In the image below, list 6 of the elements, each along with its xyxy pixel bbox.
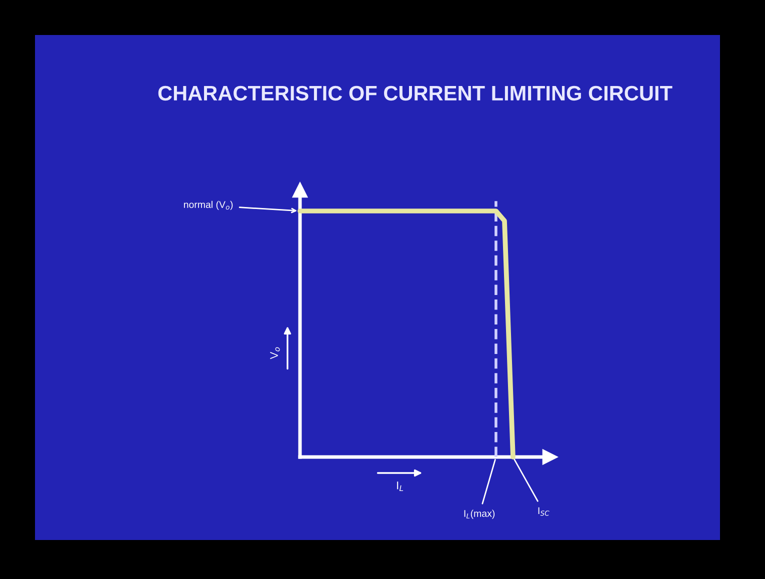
text: I$_{L}$(max) bbox=[464, 510, 495, 519]
text: I$_{L}$ bbox=[397, 482, 404, 492]
text: V$_{o}$ bbox=[270, 347, 280, 360]
chart-title: CHARACTERISTIC OF CURRENT LIMITING CIRCUIT bbox=[158, 86, 672, 101]
text: I$_{SC}$ bbox=[538, 507, 550, 516]
text: normal (V$_{o}$) bbox=[184, 200, 233, 210]
